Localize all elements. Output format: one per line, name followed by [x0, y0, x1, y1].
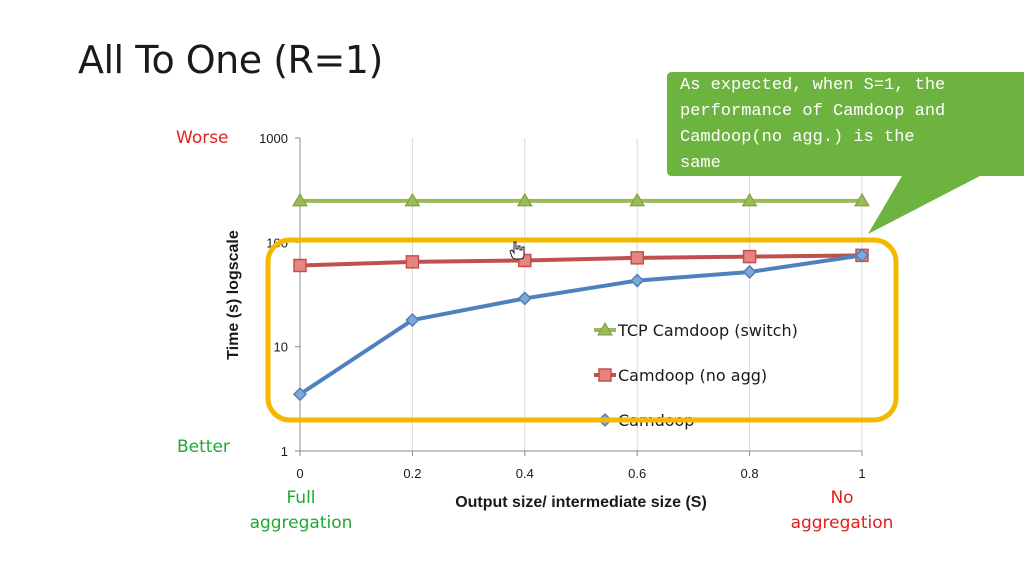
data-point: [854, 192, 870, 207]
worse-label: Worse: [176, 128, 229, 148]
chart-series: [292, 192, 870, 402]
callout-bubble: [667, 72, 1024, 234]
data-point: [854, 248, 870, 263]
data-point: [404, 192, 421, 207]
data-point: [629, 192, 646, 207]
x-tick-label: 0.4: [516, 466, 534, 481]
x-tick-label: 0.2: [403, 466, 421, 481]
data-point: [516, 192, 533, 207]
y-tick-label: 1: [281, 444, 288, 459]
legend-label: Camdoop (no agg): [618, 366, 767, 385]
data-point: [517, 291, 532, 306]
data-point: [630, 273, 645, 288]
x-axis-ticks: 0 0.2 0.4 0.6 0.8 1: [296, 451, 866, 481]
legend-swatch-marker: [597, 322, 613, 336]
data-point: [292, 387, 308, 402]
y-axis-label: Time (s) logscale: [225, 230, 242, 360]
series-line: [298, 253, 863, 396]
data-point: [742, 249, 757, 264]
chart-legend: TCP Camdoop (switch)Camdoop (no agg)Camd…: [594, 321, 798, 430]
series-tcp-camdoop-switch-: [292, 192, 870, 207]
y-tick-label: 1000: [259, 131, 288, 146]
x-tick-label: 1: [858, 466, 865, 481]
series-camdoop: [292, 248, 870, 402]
data-point: [293, 258, 307, 273]
x-tick-label: 0: [296, 466, 303, 481]
callout-text: As expected, when S=1, the performance o…: [680, 76, 946, 173]
better-label: Better: [177, 437, 230, 457]
x-tick-label: 0.8: [741, 466, 759, 481]
x-axis-label: Output size/ intermediate size (S): [455, 494, 707, 511]
highlight-box: [265, 237, 899, 423]
data-point: [292, 192, 308, 207]
hand-cursor-icon: [509, 241, 525, 260]
series-line: [299, 253, 863, 268]
data-point: [630, 251, 644, 265]
data-point: [405, 312, 420, 328]
x-tick-label: 0.6: [628, 466, 646, 481]
legend-label: TCP Camdoop (switch): [617, 321, 798, 340]
data-point: [405, 255, 420, 269]
data-point: [742, 264, 757, 280]
chart-gridlines: [411, 138, 863, 451]
full-aggregation-label: Full aggregation: [249, 488, 353, 533]
series-camdoop-no-agg-: [293, 248, 869, 273]
slide-title: All To One (R=1): [78, 38, 383, 82]
legend-swatch-marker: [598, 368, 612, 382]
no-aggregation-label: No aggregation: [790, 488, 894, 533]
data-point: [741, 192, 758, 207]
y-tick-label: 10: [274, 340, 288, 355]
